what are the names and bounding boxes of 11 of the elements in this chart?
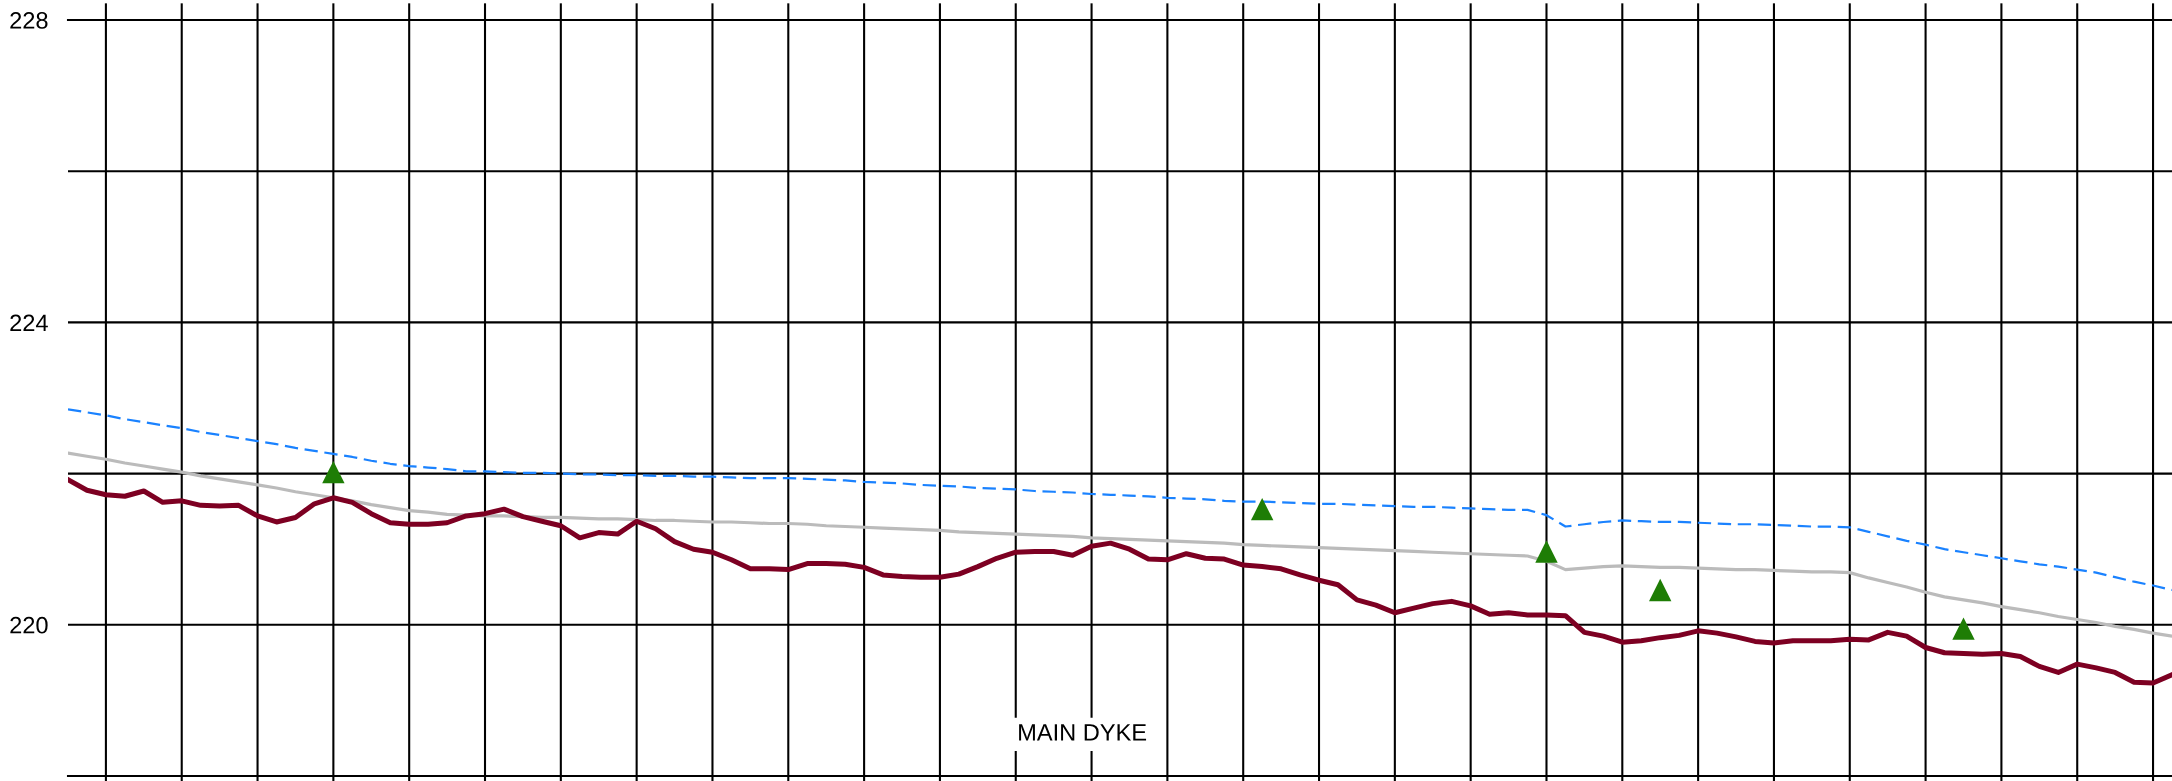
point <box>1649 578 1672 602</box>
point <box>1250 497 1274 521</box>
point <box>322 460 345 484</box>
line-series <box>68 451 2172 638</box>
y-tick-label: 228 <box>10 12 48 29</box>
y-tick-label: 224 <box>10 314 48 331</box>
annotation: MAIN DYKE <box>1019 724 1147 741</box>
line-series <box>68 408 2172 592</box>
point <box>1952 617 1975 640</box>
y-tick-label: 220 <box>10 616 48 634</box>
point <box>1535 540 1558 563</box>
